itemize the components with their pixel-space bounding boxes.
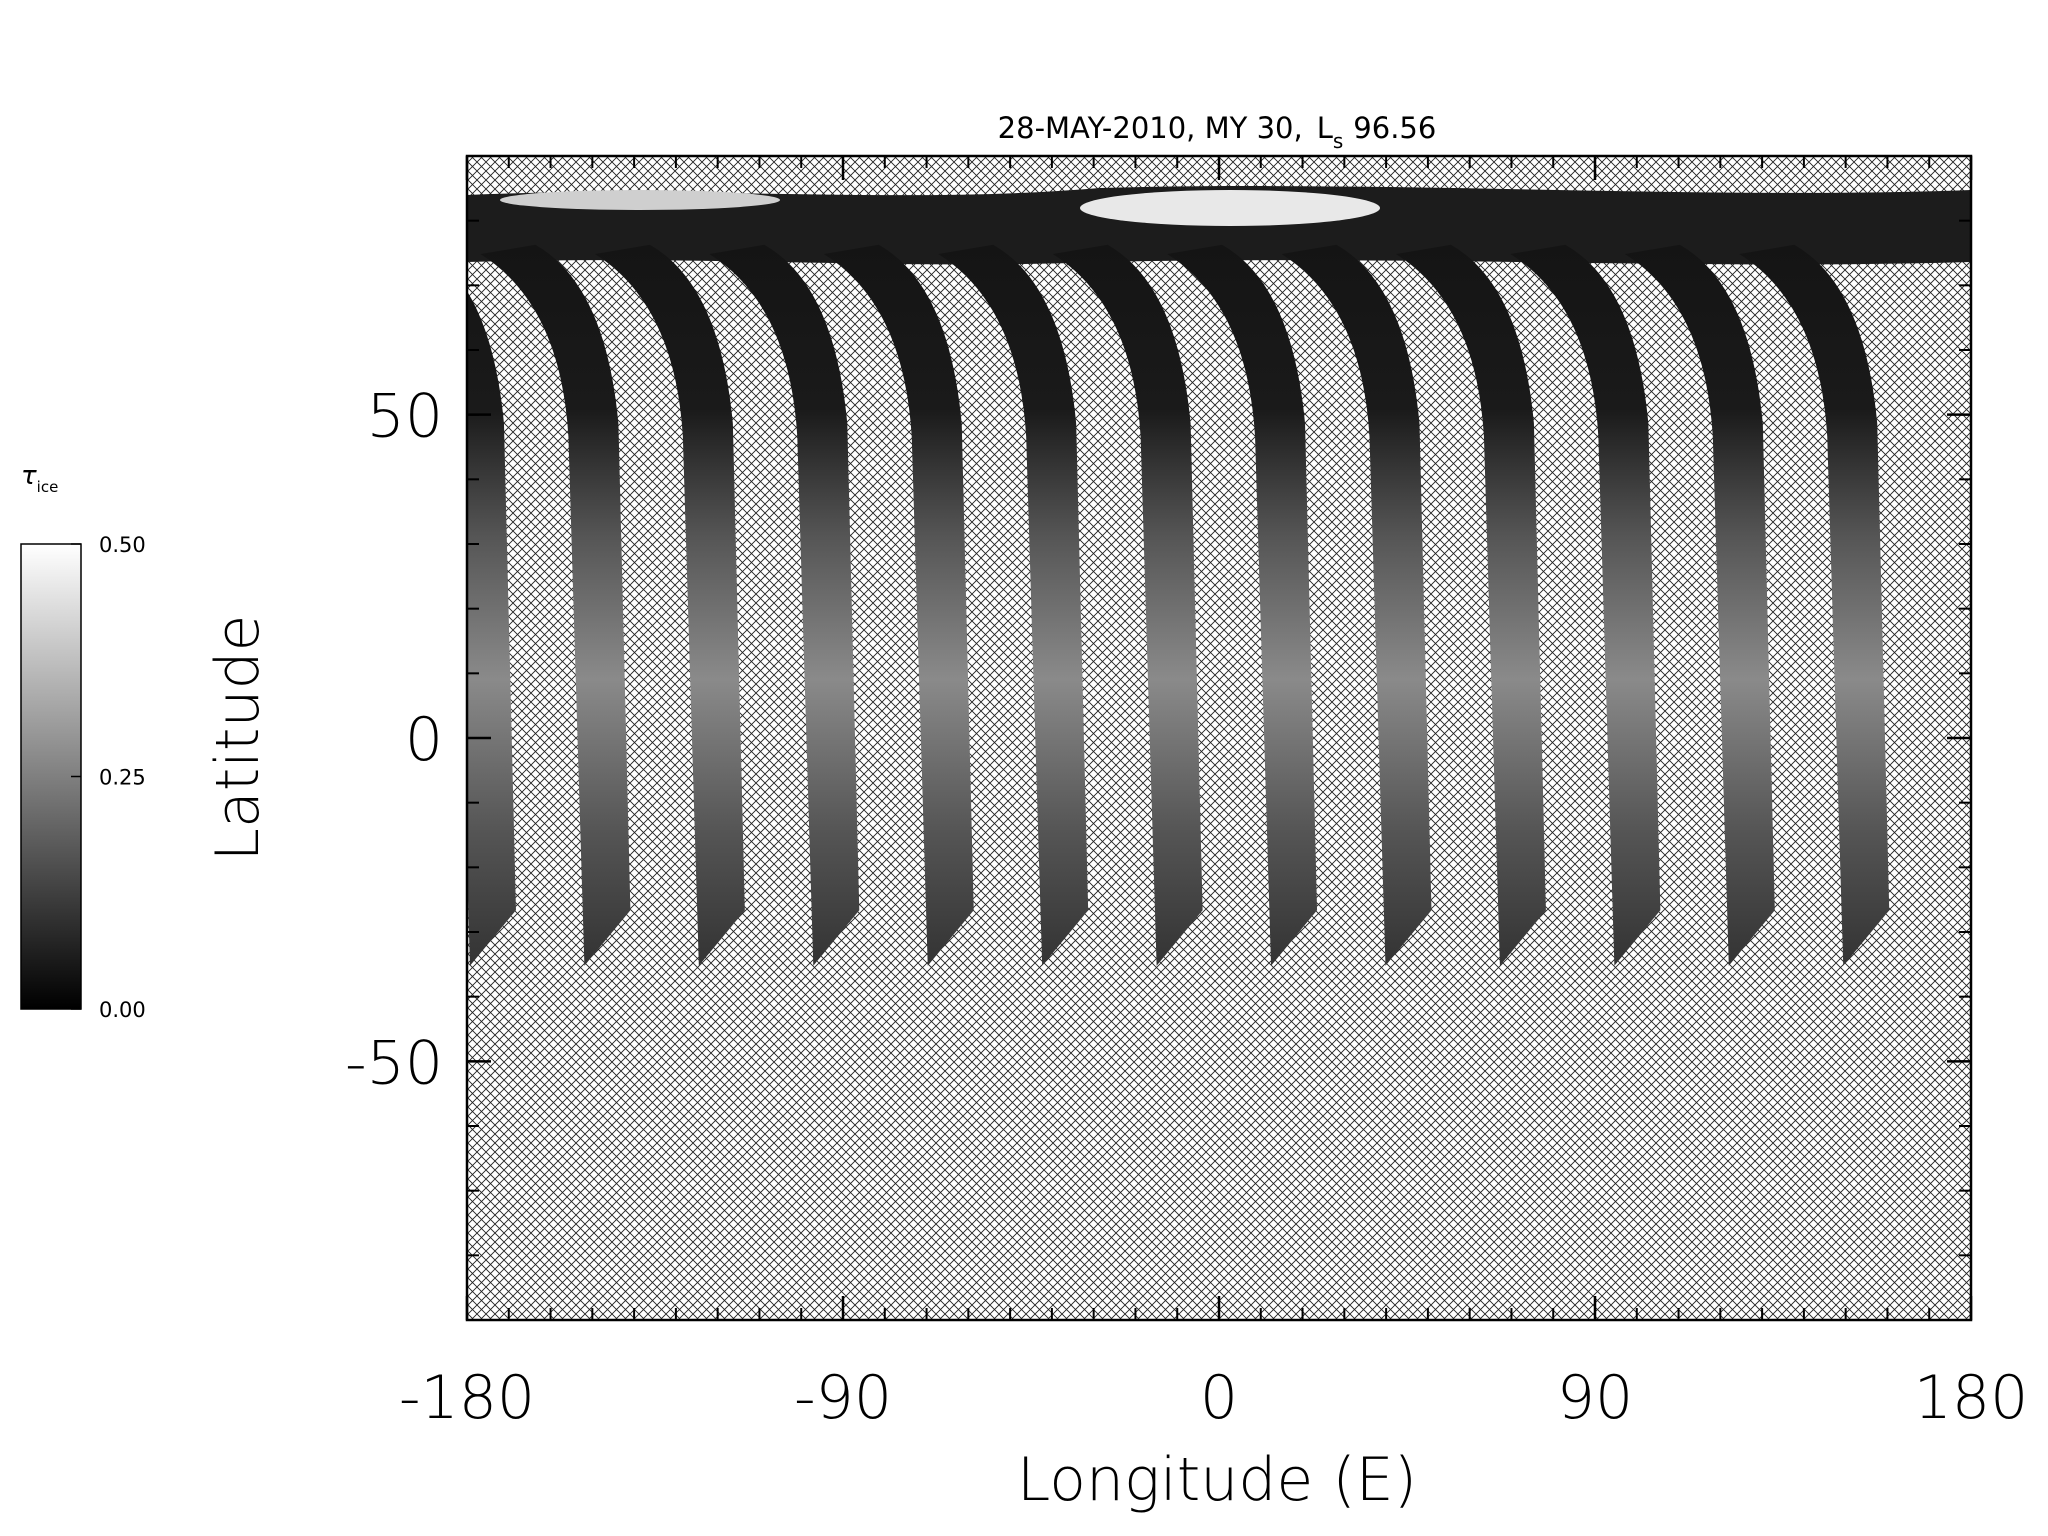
swath — [252, 245, 402, 966]
colorbar-symbol: τ — [21, 461, 37, 491]
swath — [1739, 244, 1890, 966]
image-layer — [252, 186, 1971, 966]
colorbar-tick-label: 0.50 — [99, 533, 146, 557]
swath — [480, 244, 631, 966]
y-axis-label: Latitude — [203, 615, 273, 862]
swath — [1052, 244, 1203, 966]
colorbar-label: τice — [21, 461, 58, 496]
y-tick-label: 0 — [405, 705, 443, 775]
colorbar-subscript: ice — [37, 478, 59, 496]
swath — [938, 244, 1089, 966]
colorbar-tick-label: 0.25 — [99, 766, 146, 790]
title-symbol: L — [1317, 111, 1333, 145]
polar-ice — [1080, 190, 1380, 226]
swath — [1624, 244, 1775, 966]
swath — [823, 244, 974, 966]
plot-area — [252, 154, 1973, 1322]
swath — [1167, 244, 1318, 966]
colorbar-tick-label: 0.00 — [99, 998, 146, 1022]
swath — [1510, 244, 1661, 966]
title-text: 28-MAY-2010, MY 30, — [998, 111, 1303, 145]
x-axis-label: Longitude (E) — [1017, 1445, 1417, 1515]
swath — [594, 244, 745, 966]
swath — [1395, 244, 1546, 966]
polar-ice — [500, 190, 780, 210]
title-subscript: s — [1333, 129, 1343, 153]
swath — [467, 291, 516, 966]
chart-title: 28-MAY-2010, MY 30, Ls 96.56 — [998, 111, 1437, 153]
y-tick-label: 50 — [367, 382, 443, 452]
x-tick-label: 0 — [1200, 1363, 1238, 1433]
x-tick-label: 90 — [1557, 1363, 1633, 1433]
x-tick-label: -90 — [794, 1363, 892, 1433]
swath — [709, 244, 860, 966]
swath — [1281, 244, 1432, 966]
x-tick-label: -180 — [399, 1363, 535, 1433]
title-value: 96.56 — [1353, 111, 1436, 145]
y-tick-label: -50 — [345, 1028, 443, 1098]
x-tick-label: 180 — [1914, 1363, 2029, 1433]
